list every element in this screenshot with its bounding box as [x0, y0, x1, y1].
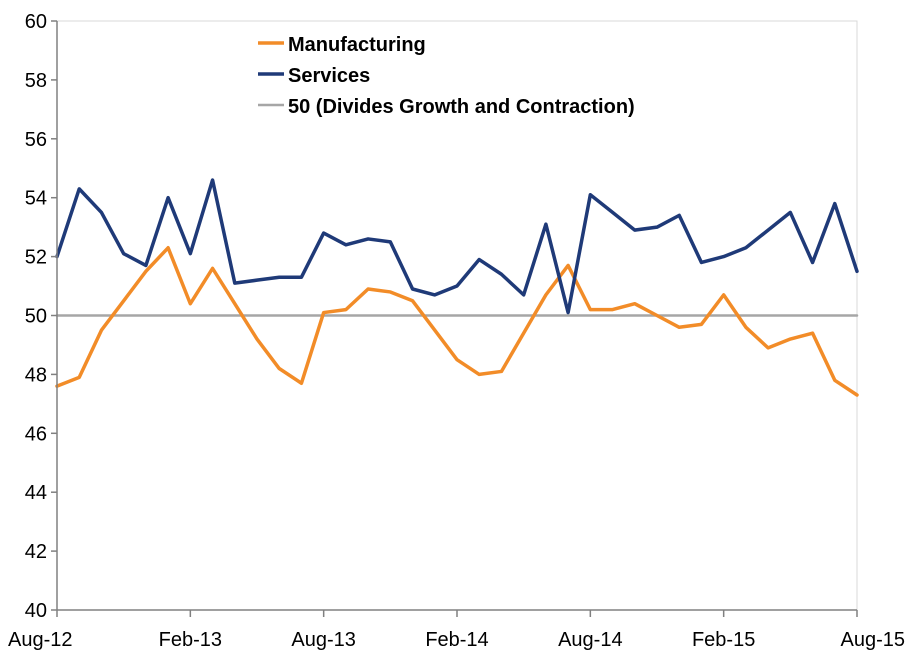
legend-label: Services: [288, 65, 370, 87]
legend-label: Manufacturing: [288, 34, 426, 56]
y-tick-label: 40: [25, 600, 47, 622]
axes: 40 42 44 46 48 50 52 54 56 58 60 Aug-12 Feb-13 Aug-13…: [8, 11, 905, 651]
x-tick-label: Feb-14: [425, 629, 488, 651]
x-tick-label: Feb-13: [159, 629, 222, 651]
y-tick-label: 54: [25, 188, 47, 210]
x-tick-label: Aug-15: [841, 629, 906, 651]
y-tick-label: 60: [25, 11, 47, 33]
legend: Manufacturing Services 50 (Divides Growth …: [258, 34, 635, 118]
legend-label: 50 (Divides Growth and Contraction): [288, 96, 635, 118]
series-line-services: [55, 178, 859, 315]
y-tick-label: 42: [25, 541, 47, 563]
y-tick-label: 46: [25, 423, 47, 445]
y-tick-label: 52: [25, 247, 47, 269]
y-tick-label: 58: [25, 70, 47, 92]
x-tick-label: Feb-15: [692, 629, 755, 651]
x-tick-label: Aug-13: [291, 629, 356, 651]
y-tick-label: 44: [25, 482, 47, 504]
y-tick-label: 50: [25, 306, 47, 328]
series-line-manufacturing: [55, 246, 859, 397]
y-tick-label: 56: [25, 129, 47, 151]
x-tick-label: Aug-14: [558, 629, 623, 651]
y-tick-label: 48: [25, 364, 47, 386]
x-tick-label: Aug-12: [8, 629, 73, 651]
